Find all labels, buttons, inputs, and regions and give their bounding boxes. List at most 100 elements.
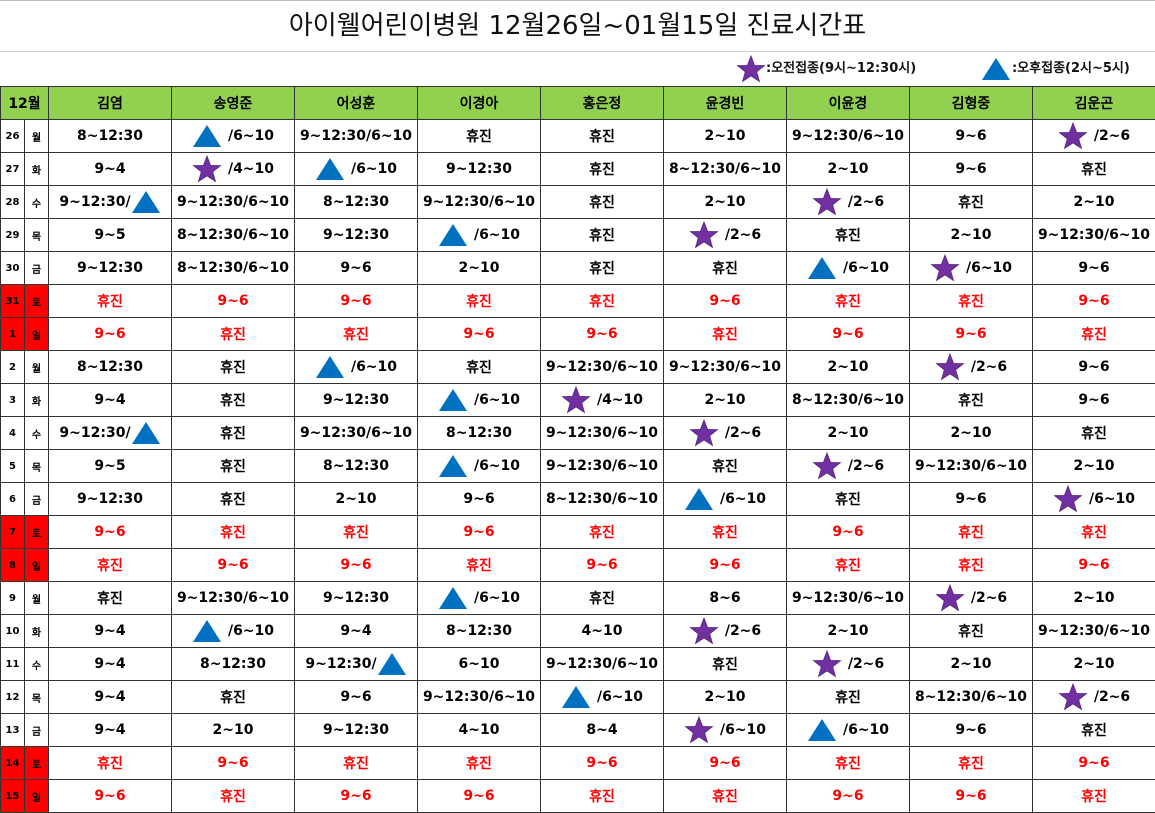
- blue-triangle-icon: [438, 454, 468, 478]
- legend: :오전접종(9시~12:30시) :오후접종(2시~5시): [0, 52, 1155, 86]
- schedule-cell: 9~12:30/6~10: [172, 186, 295, 219]
- schedule-cell: 휴진: [787, 219, 910, 252]
- doctor-header: 김염: [49, 87, 172, 120]
- day-of-week: 일: [25, 549, 49, 582]
- schedule-cell: 9~6: [664, 285, 787, 318]
- schedule-cell: 휴진: [664, 252, 787, 285]
- schedule-cell: 9~12:30/6~10: [664, 351, 787, 384]
- schedule-cell: 9~6: [910, 483, 1033, 516]
- schedule-cell: 9~6: [418, 516, 541, 549]
- schedule-cell: 휴진: [664, 648, 787, 681]
- schedule-cell: 2~10: [1033, 450, 1155, 483]
- schedule-time: /6~10: [228, 128, 274, 144]
- day-of-week: 월: [25, 120, 49, 153]
- schedule-cell: /2~6: [664, 417, 787, 450]
- schedule-time: /2~6: [725, 425, 761, 441]
- purple-star-icon: [812, 188, 842, 216]
- schedule-cell: /2~6: [787, 186, 910, 219]
- schedule-cell: 9~12:30/6~10: [910, 450, 1033, 483]
- schedule-cell: 휴진: [1033, 516, 1155, 549]
- schedule-cell: 8~12:30/6~10: [172, 219, 295, 252]
- day-of-week: 수: [25, 417, 49, 450]
- schedule-cell: 휴진: [1033, 153, 1155, 186]
- schedule-time: /6~10: [228, 623, 274, 639]
- schedule-cell: 9~6: [910, 780, 1033, 813]
- schedule-cell: 휴진: [1033, 714, 1155, 747]
- schedule-cell: /4~10: [541, 384, 664, 417]
- schedule-time: /2~6: [848, 656, 884, 672]
- day-of-week: 금: [25, 252, 49, 285]
- schedule-cell: /2~6: [664, 219, 787, 252]
- schedule-cell: 9~6: [49, 780, 172, 813]
- day-of-week: 수: [25, 648, 49, 681]
- day-number: 2: [1, 351, 25, 384]
- schedule-cell: /6~10: [295, 153, 418, 186]
- day-number: 26: [1, 120, 25, 153]
- schedule-cell: 휴진: [664, 780, 787, 813]
- schedule-cell: /6~10: [295, 351, 418, 384]
- schedule-cell: 휴진: [787, 681, 910, 714]
- schedule-cell: 2~10: [787, 153, 910, 186]
- blue-triangle-icon: [561, 685, 591, 709]
- schedule-cell: 8~12:30/6~10: [541, 483, 664, 516]
- schedule-cell: 휴진: [172, 681, 295, 714]
- schedule-cell: /2~6: [664, 615, 787, 648]
- purple-star-icon: [1058, 122, 1088, 150]
- day-number: 3: [1, 384, 25, 417]
- purple-star-icon: [736, 55, 766, 83]
- schedule-time: /6~10: [474, 392, 520, 408]
- schedule-cell: 8~12:30: [418, 417, 541, 450]
- schedule-cell: 휴진: [910, 549, 1033, 582]
- schedule-cell: 8~6: [664, 582, 787, 615]
- schedule-cell: 휴진: [1033, 417, 1155, 450]
- schedule-cell: 9~6: [172, 747, 295, 780]
- doctor-header: 김형중: [910, 87, 1033, 120]
- schedule-time: 9~12:30/: [59, 194, 130, 210]
- day-number: 31: [1, 285, 25, 318]
- day-number: 30: [1, 252, 25, 285]
- schedule-cell: 휴진: [172, 450, 295, 483]
- schedule-cell: 휴진: [295, 516, 418, 549]
- schedule-cell: 9~6: [787, 318, 910, 351]
- purple-star-icon: [689, 419, 719, 447]
- schedule-cell: 9~12:30/6~10: [541, 450, 664, 483]
- schedule-cell: 2~10: [172, 714, 295, 747]
- schedule-cell: 9~6: [1033, 285, 1155, 318]
- schedule-cell: 9~6: [49, 516, 172, 549]
- schedule-cell: 9~4: [49, 648, 172, 681]
- schedule-cell: 휴진: [295, 318, 418, 351]
- blue-triangle-icon: [315, 157, 345, 181]
- schedule-cell: 휴진: [172, 351, 295, 384]
- schedule-cell: 휴진: [172, 780, 295, 813]
- schedule-cell: 휴진: [664, 516, 787, 549]
- blue-triangle-icon: [438, 586, 468, 610]
- schedule-time: /6~10: [720, 491, 766, 507]
- day-of-week: 토: [25, 747, 49, 780]
- purple-star-icon: [689, 617, 719, 645]
- schedule-cell: 휴진: [1033, 780, 1155, 813]
- schedule-cell: 9~6: [787, 516, 910, 549]
- schedule-cell: 8~12:30/6~10: [787, 384, 910, 417]
- schedule-cell: 8~12:30/6~10: [910, 681, 1033, 714]
- schedule-cell: 9~6: [910, 120, 1033, 153]
- day-number: 15: [1, 780, 25, 813]
- day-of-week: 월: [25, 351, 49, 384]
- schedule-cell: 9~6: [910, 153, 1033, 186]
- schedule-cell: 6~10: [418, 648, 541, 681]
- doctor-header: 이윤경: [787, 87, 910, 120]
- day-number: 14: [1, 747, 25, 780]
- schedule-time: /2~6: [971, 590, 1007, 606]
- schedule-table: 12월 김염 송영준 어성훈 이경아 홍은정 윤경빈 이윤경 김형중 김운곤 2…: [0, 86, 1155, 813]
- schedule-cell: 9~6: [1033, 351, 1155, 384]
- schedule-cell: 휴진: [418, 351, 541, 384]
- schedule-cell: 9~6: [418, 780, 541, 813]
- schedule-cell: 9~6: [664, 549, 787, 582]
- blue-triangle-icon: [980, 56, 1012, 82]
